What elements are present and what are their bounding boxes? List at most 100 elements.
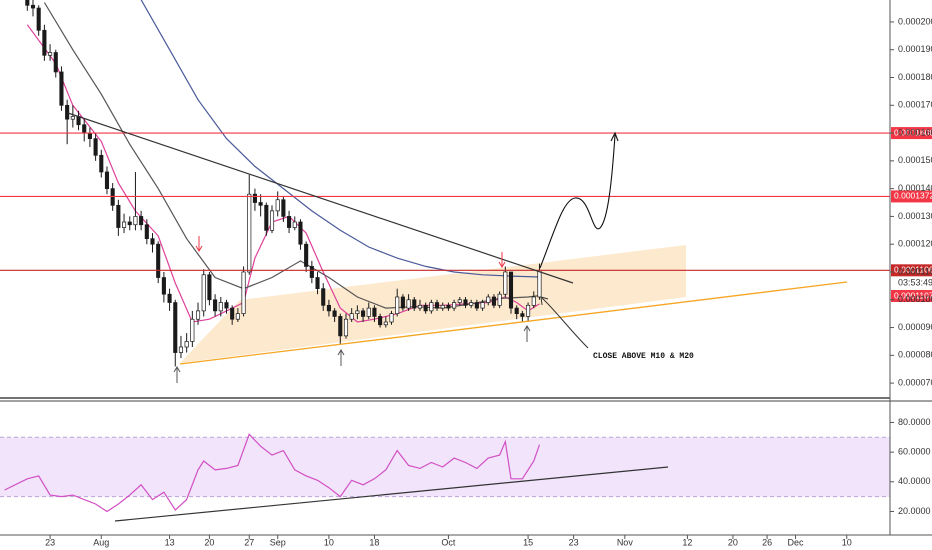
- up-arrow: [337, 349, 345, 366]
- y-tick-label: 0.0002000: [898, 16, 932, 26]
- x-tick-label: 12: [682, 537, 692, 547]
- candle-body: [42, 29, 47, 56]
- y-tick-label: 0.0000700: [898, 377, 932, 387]
- candle-body: [520, 313, 525, 317]
- level-tag: [891, 190, 932, 203]
- level-tag-label: 0.0001600: [894, 127, 932, 137]
- candle-body: [526, 304, 531, 317]
- candle-body: [395, 296, 400, 315]
- candle-body: [133, 216, 138, 226]
- candle-body: [184, 341, 189, 348]
- candle-body: [161, 277, 166, 295]
- moving-average: [43, 2, 540, 309]
- candle-body: [167, 293, 172, 303]
- x-tick-label: 13: [165, 537, 175, 547]
- candle-body: [400, 296, 405, 309]
- down-arrow: [195, 236, 203, 252]
- y-tick-label: 0.0001800: [898, 72, 932, 82]
- candle-body: [321, 288, 326, 306]
- candle-body: [315, 277, 320, 290]
- candle-body: [406, 299, 411, 309]
- candle-body: [247, 193, 252, 273]
- x-tick-label: 15: [523, 537, 533, 547]
- rsi-band-layer: [0, 436, 890, 498]
- candle-body: [178, 346, 184, 353]
- y-tick-label: 40.0000: [898, 476, 931, 486]
- candle-body: [417, 304, 423, 309]
- down-arrow: [498, 252, 506, 268]
- projection-path: [539, 134, 616, 269]
- candle-body: [144, 224, 149, 239]
- ma-tag-label: 0.0001107: [894, 290, 932, 300]
- candle-body: [195, 310, 201, 320]
- rsi-line: [4, 433, 541, 513]
- candle-body: [275, 199, 280, 212]
- candle-body: [218, 302, 223, 312]
- candle-body: [292, 221, 297, 228]
- candle-body: [383, 321, 388, 326]
- x-tick-label: Sep: [270, 537, 286, 547]
- level-tag: [891, 127, 932, 140]
- candle-body: [230, 307, 235, 320]
- candle-body: [491, 296, 496, 306]
- candle-body: [127, 221, 132, 226]
- y-tick-label: 80.0000: [898, 417, 931, 427]
- x-tick-label: 23: [569, 537, 579, 547]
- y-tick-label: 60.0000: [898, 447, 931, 457]
- candle-body: [537, 269, 542, 298]
- x-tick-label: 18: [369, 537, 379, 547]
- support-line: [179, 281, 848, 365]
- axes-layer: 0.00007000.00008000.00009000.00010000.00…: [45, 16, 932, 547]
- candle-body: [76, 116, 81, 126]
- y-tick-label: 0.0001200: [898, 239, 932, 249]
- candle-body: [235, 313, 240, 320]
- candle-body: [93, 138, 98, 156]
- level-tag: [891, 264, 932, 277]
- up-arrow: [173, 366, 181, 383]
- ma-tag: [891, 290, 932, 302]
- candle-body: [503, 271, 508, 295]
- candle-body: [366, 307, 371, 317]
- x-tick-label: Dec: [788, 537, 805, 547]
- candle-body: [53, 52, 58, 73]
- candle-body: [150, 238, 155, 245]
- candle-body: [343, 318, 349, 337]
- candle-body: [156, 243, 161, 278]
- rsi-layer: [4, 433, 541, 513]
- candle-body: [116, 204, 121, 228]
- candle-body: [349, 313, 354, 320]
- candle-body: [480, 302, 485, 309]
- candle-body: [378, 316, 383, 326]
- y-tick-label: 0.0001300: [898, 211, 932, 221]
- countdown-box: [891, 277, 932, 289]
- pointer-arrowhead: [540, 296, 549, 306]
- y-tick-label: 0.0001000: [898, 294, 932, 304]
- x-tick-label: 10: [324, 537, 334, 547]
- candle-body: [25, 0, 30, 6]
- projection-arrowhead: [610, 131, 619, 142]
- candle-body: [326, 304, 331, 312]
- candle-body: [190, 318, 195, 342]
- candle-body: [412, 299, 417, 309]
- candle-body: [87, 132, 92, 139]
- candle-body: [389, 313, 394, 323]
- candle-body: [281, 199, 286, 217]
- candle-body: [298, 221, 303, 245]
- y-tick-label: 20.0000: [898, 506, 931, 516]
- x-tick-label: 20: [204, 537, 214, 547]
- y-tick-label: 0.0001400: [898, 183, 932, 193]
- x-tick-label: 26: [762, 537, 772, 547]
- candle-body: [70, 116, 75, 120]
- price-layer: [0, 0, 890, 367]
- annotation-layer: CLOSE ABOVE M10 & M20 03:53:49 0.0001107…: [0, 0, 932, 536]
- rsi-trendline: [114, 466, 669, 522]
- candle-body: [514, 307, 519, 315]
- candle-body: [355, 310, 360, 315]
- y-tick-label: 0.0000800: [898, 350, 932, 360]
- candle-body: [207, 274, 212, 301]
- y-tick-label: 0.0001900: [898, 44, 932, 54]
- candle-body: [139, 216, 144, 226]
- candle-body: [82, 124, 87, 134]
- x-tick-label: Aug: [93, 537, 109, 547]
- rsi-band: [0, 437, 890, 497]
